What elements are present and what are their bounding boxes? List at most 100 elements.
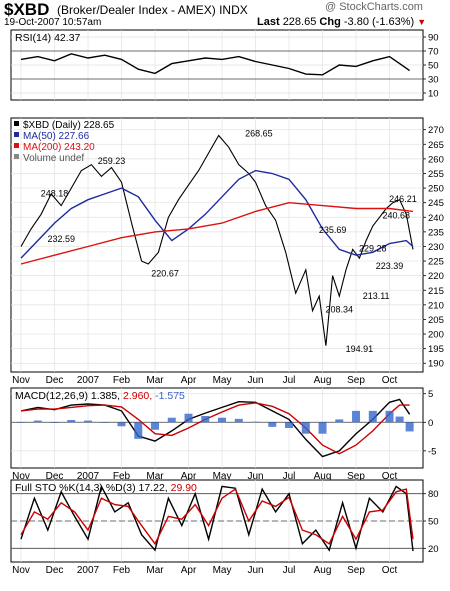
chg-label: Chg: [319, 16, 341, 28]
y-tick-label: 200: [428, 330, 444, 341]
series-line-rsi-14-: [20, 53, 411, 76]
y-tick-label: 220: [428, 271, 444, 282]
histogram-bar: [151, 422, 160, 430]
histogram-bar: [318, 422, 327, 434]
histogram-bar: [100, 422, 109, 423]
histogram-bar: [301, 422, 310, 434]
series-line-signal: [20, 402, 410, 455]
price-annotation: 208.34: [326, 305, 354, 315]
x-tick-label: Apr: [181, 375, 197, 386]
histogram-bar: [268, 422, 277, 427]
legend-entry: MA(50) 227.66: [23, 131, 90, 142]
y-tick-label: 5: [428, 389, 433, 400]
price-annotation: 232.59: [47, 234, 75, 244]
panel-title: RSI(14) 42.37: [15, 32, 81, 44]
histogram-bar: [33, 420, 42, 423]
panel-full-stochastic: 20 50 80 Full STO %K(14,3) %D(3) 17.22, 29.…: [10, 479, 439, 576]
legend-entry: -1.575: [152, 390, 185, 402]
x-tick-label: Oct: [382, 471, 398, 482]
x-tick-label: Nov: [12, 471, 30, 482]
down-arrow-icon: ▼: [417, 17, 427, 27]
legend-entry: MA(200) 243.20: [23, 142, 95, 153]
panel-frame: [10, 387, 424, 469]
series-line-ma-50-227-66: [20, 169, 414, 259]
x-tick-label: Apr: [181, 471, 197, 482]
histogram-bar: [251, 421, 260, 423]
price-annotation: 213.11: [363, 291, 390, 301]
y-tick-label: 255: [428, 169, 444, 180]
x-tick-label: Aug: [314, 375, 332, 386]
histogram-bar: [405, 422, 414, 432]
y-tick-label: 80: [428, 489, 439, 500]
y-tick-label: 265: [428, 140, 444, 151]
y-tick-label: -5: [428, 446, 436, 457]
price-annotation: 223.39: [376, 261, 404, 271]
series-line-macd: [20, 398, 411, 458]
series-line--d: [20, 488, 414, 546]
x-tick-label: Sep: [347, 375, 365, 386]
y-tick-label: 30: [428, 75, 439, 86]
panel-rsi: 10 30 50 70 90 RSI(14) 42.37: [10, 29, 439, 101]
legend-entry: Volume undef: [23, 153, 84, 164]
series-line-ma-200-243-20: [20, 201, 414, 265]
legend-swatch: [14, 143, 19, 148]
last-value: 228.65: [282, 16, 317, 28]
chart-header: $XBD (Broker/Dealer Index - AMEX) INDX @…: [0, 0, 450, 28]
x-tick-label: Nov: [12, 565, 30, 576]
price-annotation: 246.21: [389, 194, 417, 204]
histogram-bar: [67, 420, 76, 423]
price-annotation: 229.28: [359, 244, 387, 254]
histogram-bar: [285, 422, 294, 428]
x-tick-label: Jul: [283, 375, 296, 386]
x-tick-label: 2007: [77, 471, 100, 482]
watermark: @ StockCharts.com: [325, 1, 423, 13]
legend-swatch: [14, 121, 19, 126]
y-tick-label: 225: [428, 257, 444, 268]
x-tick-label: Oct: [382, 565, 398, 576]
y-tick-label: 195: [428, 344, 444, 355]
y-tick-label: 90: [428, 33, 439, 44]
price-annotation: 248.18: [41, 188, 69, 198]
histogram-bar: [50, 422, 59, 423]
histogram-bar: [368, 410, 377, 423]
legend-entry: Full STO %K(14,3) %D(3) 17.22,: [15, 482, 168, 494]
x-tick-label: Jul: [283, 471, 296, 482]
panel-price: 190 195 200 205 210 215 220 225 230 235 240 245 250 2…: [10, 117, 444, 386]
x-tick-label: 2007: [77, 375, 100, 386]
x-tick-label: Mar: [146, 565, 164, 576]
x-tick-label: Dec: [46, 471, 64, 482]
x-tick-label: May: [213, 471, 232, 482]
legend-entry: 2.960,: [120, 390, 152, 402]
legend-swatch: [14, 154, 19, 159]
y-tick-label: 250: [428, 184, 444, 195]
last-label: Last: [257, 16, 280, 28]
index-name: (Broker/Dealer Index - AMEX) INDX: [57, 3, 248, 17]
x-tick-label: Nov: [12, 375, 30, 386]
y-tick-label: 230: [428, 242, 444, 253]
y-tick-label: 260: [428, 154, 444, 165]
histogram-bar: [218, 417, 227, 423]
x-tick-label: Feb: [113, 471, 131, 482]
histogram-bar: [167, 417, 176, 423]
histogram-bar: [84, 420, 93, 423]
histogram-bar: [234, 418, 243, 423]
date-stamp: 19-Oct-2007 10:57am: [4, 17, 102, 28]
x-tick-label: Mar: [146, 375, 164, 386]
price-annotation: 220.67: [151, 269, 179, 279]
histogram-bar: [184, 413, 193, 423]
legend-entry: $XBD (Daily) 228.65: [23, 120, 115, 131]
x-tick-label: Feb: [113, 375, 131, 386]
price-annotation: 235.69: [319, 225, 347, 235]
x-tick-label: 2007: [77, 565, 100, 576]
x-tick-label: Aug: [314, 565, 332, 576]
legend-entry: 29.90: [168, 482, 197, 494]
symbol-title: $XBD: [4, 0, 50, 19]
x-tick-label: Jun: [247, 375, 263, 386]
x-tick-label: May: [213, 375, 232, 386]
histogram-bar: [385, 410, 394, 423]
x-tick-label: Aug: [314, 471, 332, 482]
price-annotation: 194.91: [346, 344, 374, 354]
panel-title: Full STO %K(14,3) %D(3) 17.22, 29.90: [15, 482, 197, 494]
price-annotation: 259.23: [98, 156, 126, 166]
